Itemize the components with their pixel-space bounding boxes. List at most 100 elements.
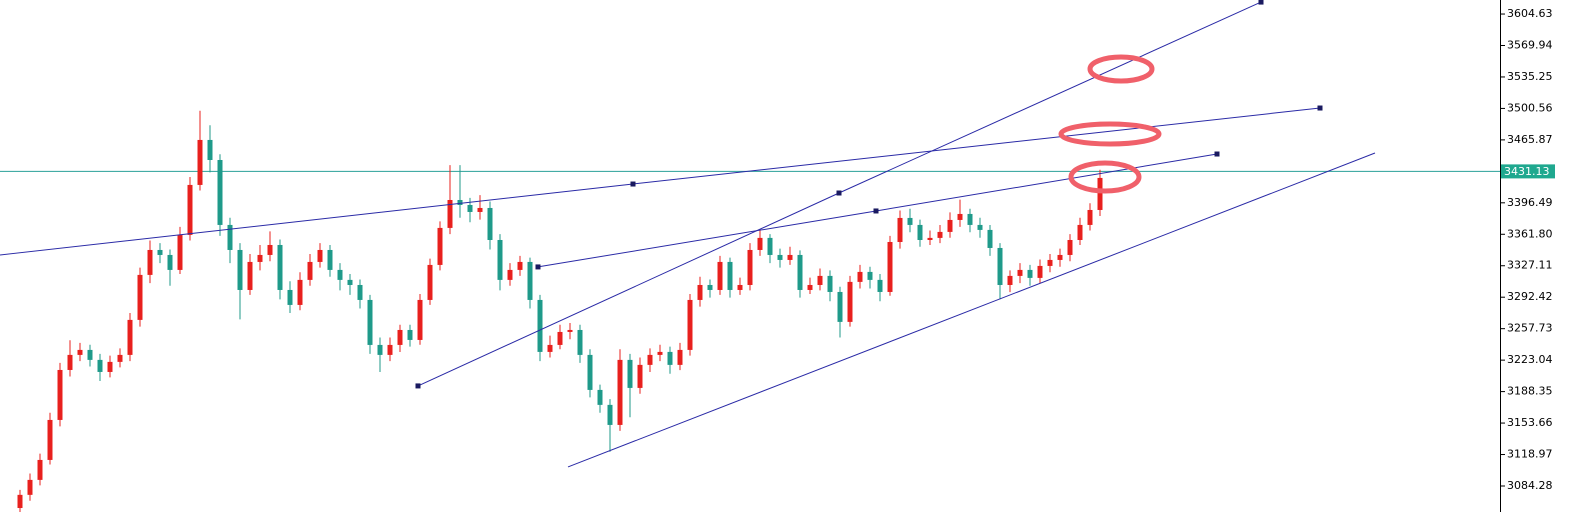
trend-anchor xyxy=(630,181,636,187)
candle-body xyxy=(657,351,663,355)
candle-body xyxy=(367,299,373,345)
candle-body xyxy=(457,199,463,205)
candle-body xyxy=(557,331,563,345)
candle-body xyxy=(177,234,183,270)
candle-body xyxy=(387,344,393,355)
candle-body xyxy=(637,364,643,388)
candle-body xyxy=(707,284,713,290)
candle-body xyxy=(787,254,793,260)
highlight-ellipse xyxy=(1068,160,1142,194)
candle-body xyxy=(67,354,73,370)
candle-body xyxy=(587,354,593,390)
candle-body xyxy=(327,249,333,270)
candle-body xyxy=(817,275,823,285)
candle-body xyxy=(477,207,483,212)
candle-body xyxy=(677,349,683,365)
current-price-label: 3431.13 xyxy=(1504,165,1550,178)
candle-body xyxy=(757,237,763,250)
current-price-box xyxy=(1501,164,1555,179)
candle-body xyxy=(487,207,493,240)
candle-body xyxy=(207,139,213,160)
candle-body xyxy=(337,269,343,280)
y-tick-label: 3465.87 xyxy=(1507,133,1553,146)
candle-body xyxy=(747,249,753,285)
candle-body xyxy=(597,389,603,405)
candle-body xyxy=(537,299,543,352)
candle-body xyxy=(697,284,703,300)
trend-anchor xyxy=(1258,0,1264,5)
candle-body xyxy=(767,237,773,255)
candle-body xyxy=(1067,239,1073,255)
y-tick-label: 3257.73 xyxy=(1507,322,1553,335)
candle-body xyxy=(357,284,363,300)
y-tick-label: 3361.80 xyxy=(1507,227,1553,240)
highlight-ellipse xyxy=(1087,54,1155,84)
candle-body xyxy=(837,291,843,322)
candle-body xyxy=(27,479,33,495)
candle-body xyxy=(1057,254,1063,260)
candle-body xyxy=(647,354,653,365)
candle-body xyxy=(1007,275,1013,285)
trend-line xyxy=(567,152,1376,468)
candle-body xyxy=(937,231,943,238)
candle-body xyxy=(297,279,303,305)
y-tick-label: 3292.42 xyxy=(1507,290,1553,303)
y-tick-label: 3084.28 xyxy=(1507,479,1553,492)
candle-body xyxy=(97,359,103,372)
candle-body xyxy=(347,279,353,285)
trend-anchor xyxy=(415,383,421,389)
candle-body xyxy=(417,299,423,340)
candle-body xyxy=(57,369,63,420)
candle-body xyxy=(227,224,233,250)
candle-body xyxy=(887,241,893,292)
candle-body xyxy=(947,219,953,232)
candle-body xyxy=(607,404,613,425)
candle-body xyxy=(917,224,923,240)
candle-body xyxy=(927,237,933,240)
candle-body xyxy=(267,244,273,255)
trend-anchor xyxy=(1317,105,1323,111)
candle-body xyxy=(1077,224,1083,240)
candle-body xyxy=(857,271,863,282)
plot-area xyxy=(0,0,1500,512)
candle-body xyxy=(577,329,583,355)
candle-body xyxy=(967,213,973,225)
y-tick-label: 3223.04 xyxy=(1507,353,1553,366)
candle-body xyxy=(1097,177,1103,210)
y-tick-label: 3604.63 xyxy=(1507,7,1553,20)
candle-body xyxy=(127,319,133,355)
y-tick-label: 3327.11 xyxy=(1507,259,1553,272)
candle-body xyxy=(397,329,403,345)
trend-anchor xyxy=(836,190,842,196)
candle-body xyxy=(867,271,873,280)
candle-body xyxy=(257,254,263,262)
candle-body xyxy=(527,261,533,300)
candle-body xyxy=(287,289,293,305)
candle-body xyxy=(187,184,193,235)
candle-body xyxy=(17,494,23,509)
candle-body xyxy=(217,159,223,225)
y-tick-label: 3153.66 xyxy=(1507,416,1553,429)
candle-body xyxy=(997,247,1003,285)
candle-body xyxy=(1087,209,1093,225)
candle-body xyxy=(147,249,153,275)
candle-body xyxy=(667,351,673,365)
y-tick-label: 3188.35 xyxy=(1507,385,1553,398)
candle-body xyxy=(507,269,513,280)
candle-body xyxy=(627,359,633,388)
candle-body xyxy=(407,329,413,340)
trend-anchor xyxy=(873,208,879,214)
candle-body xyxy=(617,359,623,425)
candle-body xyxy=(827,275,833,292)
candle-body xyxy=(687,299,693,350)
candle-body xyxy=(977,224,983,230)
candle-body xyxy=(1037,265,1043,278)
candle-body xyxy=(467,204,473,212)
candle-body xyxy=(377,344,383,355)
highlight-ellipse xyxy=(1058,121,1162,147)
candle-body xyxy=(957,213,963,220)
candle-body xyxy=(777,254,783,260)
candle-body xyxy=(117,354,123,362)
